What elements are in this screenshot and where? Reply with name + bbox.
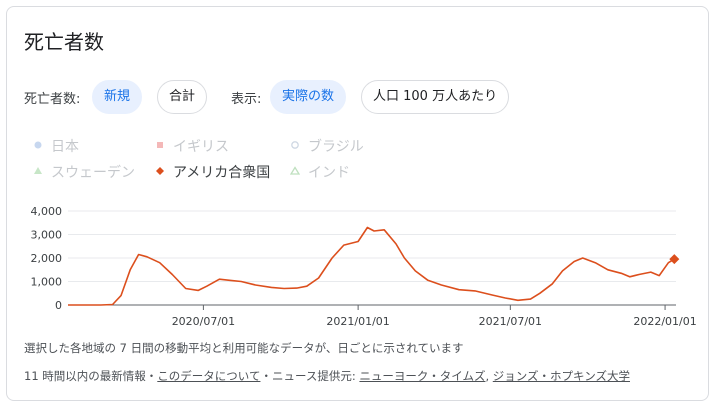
diamond-icon — [155, 164, 165, 176]
legend-label: 日本 — [51, 139, 79, 155]
metric-label: 死亡者数: — [24, 92, 81, 107]
jhu-source-link[interactable]: ジョンズ・ホプキンズ大学 — [492, 369, 630, 383]
circle-outline-icon — [290, 138, 300, 150]
about-data-link[interactable]: このデータについて — [157, 369, 261, 383]
triangle-icon — [33, 164, 43, 176]
circle-icon — [33, 138, 43, 150]
y-tick-label: 4,000 — [31, 205, 63, 218]
card-title: 死亡者数 — [24, 30, 104, 54]
x-tick-label: 2022/01/01 — [633, 315, 696, 328]
display-label: 表示: — [231, 92, 262, 107]
deaths-line-chart: 0 1,000 2,000 3,000 4,000 2020/07/01 2021/01/0… — [31, 205, 697, 328]
x-tick-label: 2021/07/01 — [479, 315, 542, 328]
series-line-usa — [68, 226, 675, 306]
square-icon — [155, 138, 165, 150]
data-note: 選択した各地域の 7 日間の移動平均と利用可能なデータが、日ごとに示されています — [24, 341, 464, 355]
source-line: 11 時間以内の最新情報・このデータについて・ニュース提供元: ニューヨーク・タ… — [24, 368, 630, 384]
source-separator: , — [485, 369, 493, 383]
source-mid-text: ・ニュース提供元: — [260, 369, 360, 383]
y-tick-label: 1,000 — [31, 276, 63, 289]
covid-deaths-card — [6, 6, 709, 401]
legend-label: アメリカ合衆国 — [173, 165, 271, 181]
x-tick-label: 2021/01/01 — [326, 315, 389, 328]
legend-label: イギリス — [173, 139, 229, 155]
latest-point-diamond-icon — [669, 254, 680, 265]
legend-label: ブラジル — [308, 139, 364, 155]
triangle-outline-icon — [289, 164, 301, 176]
display-actual-chip[interactable]: 実際の数 — [270, 80, 347, 114]
display-per-million-chip[interactable]: 人口 100 万人あたり — [361, 80, 510, 114]
legend-label: インド — [308, 165, 350, 181]
y-tick-label: 2,000 — [31, 252, 63, 265]
metric-new-chip[interactable]: 新規 — [92, 80, 143, 114]
y-tick-label: 0 — [55, 299, 62, 312]
y-tick-label: 3,000 — [31, 229, 63, 242]
update-text: 11 時間以内の最新情報・ — [24, 369, 158, 383]
legend-label: スウェーデン — [51, 165, 135, 181]
metric-total-chip[interactable]: 合計 — [157, 80, 208, 114]
nyt-source-link[interactable]: ニューヨーク・タイムズ — [359, 369, 486, 383]
x-tick-label: 2020/07/01 — [172, 315, 235, 328]
controls-row: 死亡者数: 新規 合計 表示: 実際の数 人口 100 万人あたり — [24, 80, 704, 114]
